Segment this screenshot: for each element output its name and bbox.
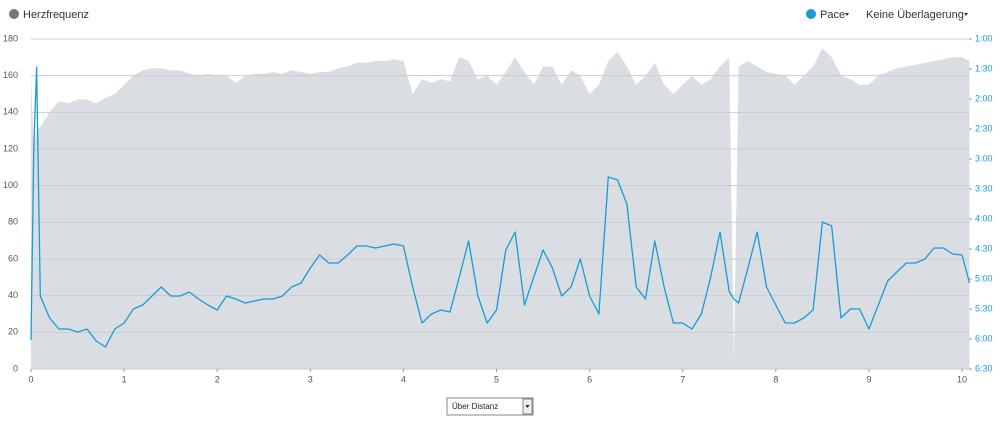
y-tick-label: 60 — [8, 253, 18, 263]
x-tick-label: 7 — [680, 374, 685, 384]
y-tick-label: 120 — [3, 143, 18, 153]
y2-tick-label: 1:30 — [975, 63, 993, 73]
overlay-label[interactable]: Keine Überlagerung — [866, 9, 964, 21]
select-box[interactable] — [446, 397, 534, 416]
y2-tick-label: 2:00 — [975, 93, 993, 103]
legend-marker — [9, 9, 19, 19]
y2-tick-label: 5:30 — [975, 303, 993, 313]
dropdown-arrow — [845, 13, 849, 16]
x-tick-label: 2 — [215, 374, 220, 384]
x-tick-label: 0 — [28, 374, 33, 384]
pace-line — [30, 66, 971, 348]
dropdown-arrow — [525, 405, 530, 408]
y-tick-label: 100 — [3, 180, 18, 190]
dropdown-arrow — [964, 13, 968, 16]
plot-area — [31, 48, 970, 369]
y2-tick-label: 3:30 — [975, 183, 993, 193]
y-tick-label: 80 — [8, 217, 18, 227]
x-mode-select[interactable]: Über Distanz — [446, 397, 534, 416]
select-label[interactable]: Über Distanz — [452, 402, 498, 411]
x-tick-label: 5 — [494, 374, 499, 384]
y2-tick-label: 6:00 — [975, 333, 993, 343]
pace-toggle[interactable]: Pace — [806, 9, 849, 21]
x-tick-label: 10 — [957, 374, 967, 384]
x-tick-label: 1 — [122, 374, 127, 384]
y-tick-label: 140 — [3, 107, 18, 117]
y2-tick-label: 1:00 — [975, 33, 993, 43]
x-tick-label: 3 — [308, 374, 313, 384]
y2-tick-label: 3:00 — [975, 153, 993, 163]
y-tick-label: 160 — [3, 70, 18, 80]
legend-label: Herzfrequenz — [23, 9, 89, 21]
x-tick-label: 8 — [773, 374, 778, 384]
y-tick-label: 40 — [8, 290, 18, 300]
heart-rate-area — [31, 48, 970, 369]
y2-tick-label: 2:30 — [975, 123, 993, 133]
y2-tick-label: 5:00 — [975, 273, 993, 283]
legend-marker — [806, 9, 816, 19]
overlay-dropdown[interactable]: Keine Überlagerung — [866, 9, 968, 21]
y2-tick-label: 4:30 — [975, 243, 993, 253]
y-tick-label: 0 — [13, 363, 18, 373]
y2-tick-label: 4:00 — [975, 213, 993, 223]
legend-label[interactable]: Pace — [820, 9, 845, 21]
y2-tick-label: 6:30 — [975, 363, 993, 373]
y-tick-label: 180 — [3, 33, 18, 43]
x-tick-label: 6 — [587, 374, 592, 384]
x-tick-label: 4 — [401, 374, 406, 384]
x-tick-label: 9 — [866, 374, 871, 384]
y-tick-label: 20 — [8, 327, 18, 337]
